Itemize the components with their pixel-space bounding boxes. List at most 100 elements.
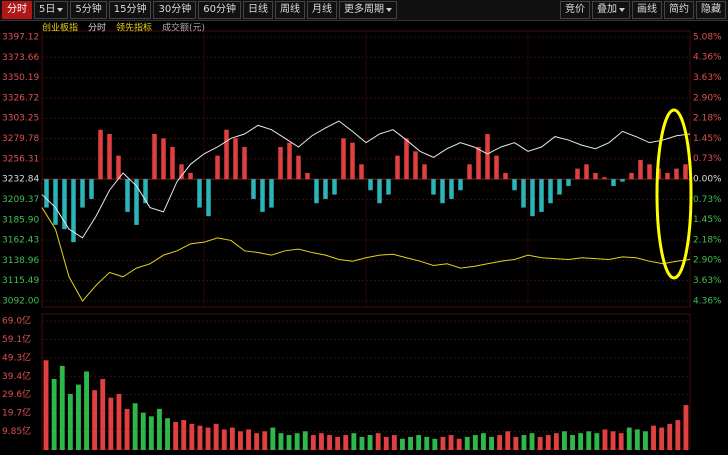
button-label: 分时 <box>7 4 27 15</box>
y-tick-label: 3279.78 <box>2 134 39 144</box>
toolbar-button[interactable]: 竞价 <box>560 1 590 19</box>
volume-bar <box>659 427 665 450</box>
indicator-bar <box>503 172 508 180</box>
indicator-bar <box>476 146 481 180</box>
volume-bar <box>610 431 616 450</box>
indicator-bar <box>341 138 346 180</box>
indicator-bar <box>350 142 355 180</box>
toolbar-button[interactable]: 5分钟 <box>70 1 107 19</box>
volume-bar <box>578 433 584 450</box>
button-label: 简约 <box>669 4 689 15</box>
volume-bar <box>618 433 624 450</box>
volume-bar <box>521 435 527 450</box>
volume-bar <box>594 433 600 450</box>
button-label: 月线 <box>311 4 332 15</box>
y2-tick-label: 5.08% <box>693 33 722 43</box>
indicator-bar <box>395 155 400 180</box>
button-label: 叠加 <box>597 4 617 15</box>
indicator-bar <box>440 179 445 204</box>
toolbar-button[interactable]: 更多周期 <box>338 1 397 19</box>
toolbar-button[interactable]: 周线 <box>274 1 305 19</box>
toolbar-button[interactable]: 5日 <box>34 1 69 19</box>
volume-bar <box>675 420 681 450</box>
button-label: 15分钟 <box>113 4 147 15</box>
toolbar-button[interactable]: 60分钟 <box>198 1 241 19</box>
toolbar-button[interactable]: 分时 <box>2 1 32 19</box>
indicator-bar <box>377 179 382 204</box>
toolbar-button[interactable]: 简约 <box>664 1 694 19</box>
volume-bar <box>140 412 146 450</box>
volume-bar <box>181 420 187 450</box>
volume-bar <box>391 435 397 450</box>
volume-bar <box>76 384 81 450</box>
legend-label: 创业板指 <box>42 22 78 34</box>
toolbar-button[interactable]: 日线 <box>242 1 273 19</box>
indicator-bar <box>260 179 265 212</box>
y-tick-label: 29.6亿 <box>2 388 31 400</box>
legend-label: 成交额(元) <box>162 22 205 34</box>
toolbar-button[interactable]: 月线 <box>306 1 337 19</box>
indicator-bar <box>386 179 391 195</box>
y2-tick-label: 1.45% <box>693 215 722 225</box>
indicator-bar <box>539 179 544 212</box>
volume-bar <box>545 435 551 450</box>
volume-bar <box>302 431 308 450</box>
indicator-bar <box>197 179 202 208</box>
y-tick-label: 3350.19 <box>2 73 39 83</box>
toolbar: 分时 5日 5分钟 15分钟 30分钟 60分钟 日线 周线 月线 更多周期 竞价 叠加 画线 简约 隐藏 <box>0 0 728 21</box>
y-tick-label: 39.4亿 <box>2 370 31 382</box>
indicator-bar <box>53 179 58 225</box>
y-tick-label: 19.7亿 <box>2 407 31 419</box>
volume-bar <box>51 378 57 450</box>
y-tick-label: 3373.66 <box>2 53 39 63</box>
indicator-bar <box>449 179 454 199</box>
volume-bar <box>537 436 543 450</box>
indicator-bar <box>269 179 274 208</box>
indicator-bar <box>467 164 472 180</box>
indicator-bar <box>215 155 220 180</box>
toolbar-button[interactable]: 叠加 <box>592 1 630 19</box>
indicator-bar <box>71 179 76 243</box>
y-tick-label: 3092.00 <box>2 297 39 307</box>
y-tick-label: 69.0亿 <box>2 315 31 327</box>
volume-bar <box>327 435 332 450</box>
toolbar-button[interactable]: 画线 <box>632 1 662 19</box>
volume-bar <box>238 431 243 450</box>
highlight-circle <box>655 108 693 280</box>
volume-bar <box>319 433 324 450</box>
y2-tick-label: 0.00% <box>693 175 722 185</box>
toolbar-button[interactable]: 30分钟 <box>153 1 197 19</box>
volume-bar <box>221 429 227 450</box>
toolbar-button[interactable]: 隐藏 <box>696 1 726 19</box>
volume-bar <box>432 438 438 450</box>
toolbar-right: 竞价 叠加 画线 简约 隐藏 <box>558 1 726 19</box>
button-label: 画线 <box>637 4 657 15</box>
legend-label: 分时 <box>88 22 106 34</box>
y2-tick-label: 0.73% <box>693 195 722 205</box>
volume-bar <box>586 431 592 450</box>
indicator-bar <box>458 179 463 191</box>
toolbar-button[interactable]: 15分钟 <box>108 1 152 19</box>
volume-bar <box>351 433 357 450</box>
y2-tick-label: 4.36% <box>693 53 722 63</box>
volume-bar <box>67 393 73 450</box>
volume-bar <box>262 431 268 450</box>
indicator-bar <box>134 179 139 225</box>
indicator-bar <box>683 164 688 180</box>
indicator-bar <box>638 159 643 180</box>
button-label: 隐藏 <box>701 4 721 15</box>
volume-bar <box>286 435 292 450</box>
volume-bar <box>335 436 341 450</box>
volume-bar <box>683 405 689 450</box>
indicator-bar <box>584 164 589 180</box>
volume-bar <box>246 429 251 450</box>
y2-tick-label: 2.18% <box>693 236 722 246</box>
volume-bar <box>92 390 98 450</box>
volume-bar <box>375 433 381 450</box>
indicator-bar <box>62 179 67 230</box>
indicator-bar <box>404 138 409 180</box>
volume-bar <box>626 427 632 450</box>
indicator-bar <box>296 155 301 180</box>
